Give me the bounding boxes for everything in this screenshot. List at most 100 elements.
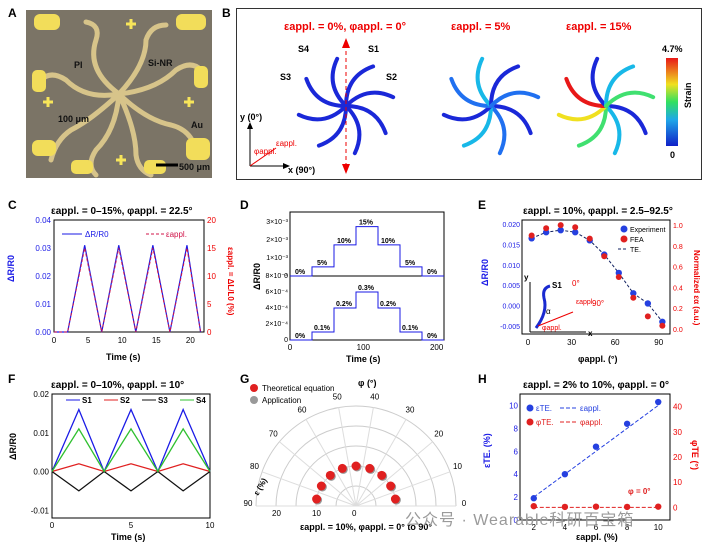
g-caption: εappl. = 10%, φappl. = 0° to 90° <box>300 522 432 532</box>
panel-c-chart: εappl. = 0–15%, φappl. = 22.5° 0.00 0.01 0… <box>6 206 234 362</box>
c-ytick: 0.00 <box>35 328 51 337</box>
h-xlabel: εappl. (%) <box>576 532 618 542</box>
g-angle-tick: 0 <box>462 499 467 508</box>
colorbar-max: 4.7% <box>662 44 683 54</box>
panel-letter-g: G <box>240 372 250 386</box>
panel-letter-e: E <box>478 198 487 212</box>
e-ytick: 0.020 <box>502 222 520 229</box>
c-y2label: εappl. = ΔL/L0 (%) <box>226 247 234 316</box>
e-ytick: 0.000 <box>502 304 520 311</box>
h-ete-point <box>561 470 569 478</box>
strain-spoke <box>475 56 493 108</box>
h-title: εappl. = 2% to 10%, φappl. = 0° <box>523 380 669 391</box>
watermark: 公众号 · Wearable科研百宝箱 <box>405 512 635 529</box>
g-grid-arc <box>255 405 457 507</box>
d-top-step: 15% <box>359 220 374 227</box>
d-bottom-step: 0% <box>295 333 306 340</box>
d-bottom-step: 0.1% <box>314 325 331 332</box>
h-legend-1: εappl. <box>580 404 601 413</box>
c-xtick: 0 <box>52 336 57 345</box>
label-si-nr: Si-NR <box>148 58 173 68</box>
g-grid-spoke <box>355 441 433 507</box>
g-grid-spoke <box>261 471 357 507</box>
h-y2tick: 40 <box>673 403 682 412</box>
h-ytick: 4 <box>514 470 519 479</box>
c-title: εappl. = 0–15%, φappl. = 22.5° <box>51 206 193 217</box>
g-theory-point <box>316 481 326 491</box>
h-ete-point <box>592 443 600 450</box>
strain-spoke <box>604 90 656 108</box>
b-title-0: εappl. = 0%, φappl. = 0° <box>284 21 406 33</box>
c-xtick: 20 <box>186 336 195 345</box>
d-series-top <box>290 226 444 277</box>
h-y2label: φTE (°) <box>690 440 700 470</box>
e-fea-point <box>572 224 579 231</box>
e-xtick: 90 <box>654 338 663 347</box>
f-title: εappl. = 0–10%, φappl. = 10° <box>51 380 184 391</box>
g-theory-point <box>312 494 322 504</box>
colorbar-label: Strain <box>683 82 693 108</box>
f-ytick: -0.01 <box>31 506 50 515</box>
g-grid-spoke <box>338 407 357 507</box>
d-xtick: 200 <box>430 343 444 352</box>
d-bottom-step: 0.3% <box>358 285 375 292</box>
d-xtick: 100 <box>357 343 371 352</box>
f-series-S4 <box>51 427 211 473</box>
f-series-S1 <box>51 407 211 474</box>
e-inset-alpha: α <box>546 307 551 316</box>
g-theory-point <box>365 463 375 473</box>
c-legend-1: εappl. <box>166 230 187 239</box>
strain-spoke <box>604 64 636 108</box>
h-xtick: 6 <box>594 523 599 532</box>
g-angle-tick: 80 <box>250 462 259 471</box>
strain-spoke <box>441 104 493 122</box>
e-legend-2: TE. <box>630 247 641 254</box>
strain-spoke <box>344 104 388 136</box>
d-bottom-step: 0.1% <box>402 325 419 332</box>
colorbar-min: 0 <box>670 150 675 160</box>
h-xtick: 8 <box>625 523 630 532</box>
h-y2tick: 20 <box>673 453 682 462</box>
c-y2tick: 15 <box>207 244 216 253</box>
d-top-step: 0% <box>427 269 438 276</box>
g-grid-spoke <box>355 407 374 507</box>
e-fea-point <box>586 235 593 242</box>
g-theory-point <box>377 470 387 480</box>
d-top-step: 10% <box>337 238 352 245</box>
h-ytick: 6 <box>514 447 519 456</box>
h-appl-line <box>533 405 659 498</box>
panel-letter-d: D <box>240 198 249 212</box>
e-ytick: 0.015 <box>502 242 520 249</box>
strain-spoke <box>556 104 608 122</box>
e-fea-point <box>644 313 651 320</box>
g-angle-tick: 70 <box>269 430 278 439</box>
panel-d-chart: 0% 5% 10% 15% 10% 5% 0% 0% 0.1% 0.2% 0.3% 0.2% 0.1% 0… <box>252 211 445 364</box>
b-title-2: εappl. = 15% <box>566 21 632 33</box>
g-angle-tick: 60 <box>298 405 307 414</box>
b-phi: φappl. <box>254 147 277 156</box>
e-inset-s1: S1 <box>552 281 562 290</box>
panel-f-chart: εappl. = 0–10%, φappl. = 10° -0.01 0.00 0.… <box>8 380 215 542</box>
strain-spoke <box>344 90 396 108</box>
c-series-strain <box>54 247 202 333</box>
strain-spoke <box>489 104 533 136</box>
e-exp-point <box>630 290 637 297</box>
e-inset-phi: φappl. <box>542 325 562 332</box>
c-ytick: 0.03 <box>35 244 51 253</box>
g-theory-point <box>351 461 361 471</box>
b-eps: εappl. <box>276 139 297 148</box>
e-fea-point <box>543 225 550 232</box>
c-y2tick: 20 <box>207 216 216 225</box>
g-angle-label: φ (°) <box>358 378 377 388</box>
c-xtick: 5 <box>86 336 91 345</box>
c-ylabel: ΔR/R0 <box>6 255 16 282</box>
strain-spoke <box>330 56 348 108</box>
g-theory-point <box>386 481 396 491</box>
g-grid-spoke <box>355 419 407 507</box>
c-ytick: 0.02 <box>35 272 51 281</box>
e-fea-point <box>659 322 666 329</box>
c-y2tick: 0 <box>207 328 212 337</box>
g-angle-tick: 30 <box>406 405 415 414</box>
strain-spoke <box>604 104 622 156</box>
c-ytick: 0.04 <box>35 216 51 225</box>
